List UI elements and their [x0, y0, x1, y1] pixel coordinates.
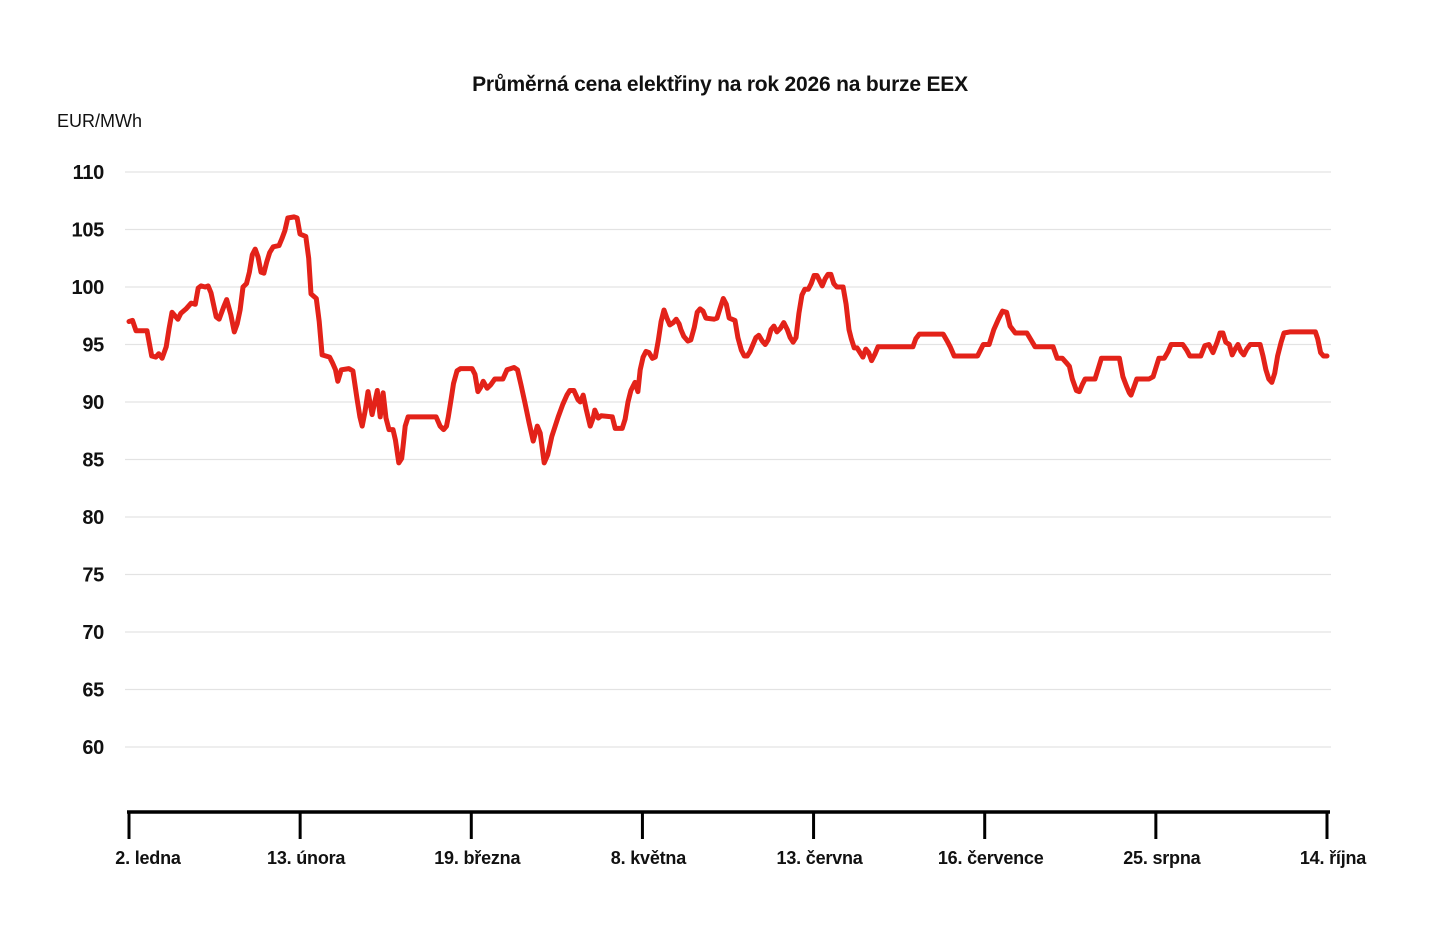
y-tick-label-60: 60 — [82, 737, 104, 759]
y-tick-label-105: 105 — [72, 220, 105, 242]
x-tick-label-1: 13. února — [267, 848, 346, 868]
x-tick-label-5: 16. července — [938, 848, 1044, 868]
y-tick-label-110: 110 — [73, 162, 105, 184]
x-tick-label-6: 25. srpna — [1123, 848, 1201, 868]
y-tick-label-65: 65 — [82, 680, 104, 702]
y-tick-label-70: 70 — [82, 622, 104, 644]
y-tick-label-100: 100 — [72, 277, 105, 299]
y-tick-label-80: 80 — [82, 507, 104, 529]
y-tick-label-85: 85 — [82, 450, 104, 472]
y-axis-unit-label: EUR/MWh — [57, 111, 142, 131]
chart-title: Průměrná cena elektřiny na rok 2026 na b… — [472, 73, 968, 96]
x-tick-label-4: 13. června — [777, 848, 864, 868]
x-tick-label-2: 19. března — [434, 848, 521, 868]
y-tick-label-90: 90 — [82, 392, 104, 414]
price-series-line-0 — [126, 214, 1330, 466]
x-tick-label-7: 14. října — [1300, 848, 1367, 868]
y-tick-label-95: 95 — [82, 335, 104, 357]
y-tick-label-75: 75 — [82, 565, 104, 587]
x-tick-label-0: 2. ledna — [115, 848, 182, 868]
x-tick-label-3: 8. května — [611, 848, 687, 868]
